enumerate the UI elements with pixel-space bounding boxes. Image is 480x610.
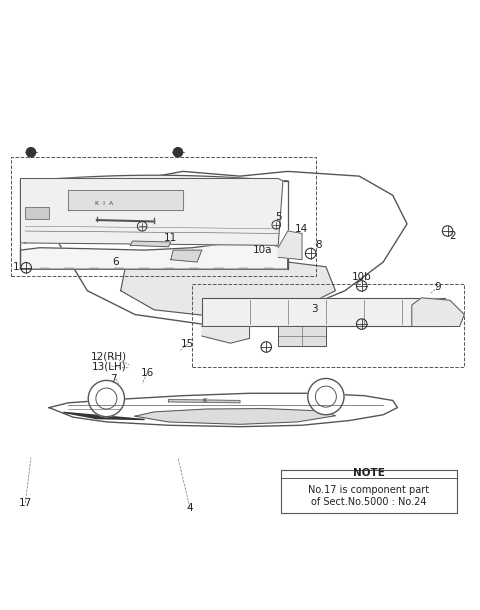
Text: 11: 11: [164, 233, 178, 243]
Text: 1: 1: [12, 262, 19, 272]
Bar: [11, 157, 316, 276]
Text: K: K: [202, 398, 206, 403]
Polygon shape: [130, 241, 171, 247]
Text: 14: 14: [294, 224, 308, 234]
Polygon shape: [171, 250, 202, 262]
Polygon shape: [21, 243, 288, 269]
Text: 8: 8: [315, 240, 322, 250]
Text: 3: 3: [311, 304, 317, 314]
Polygon shape: [135, 409, 336, 425]
Polygon shape: [168, 400, 240, 403]
Text: 17: 17: [19, 498, 32, 508]
Bar: [192, 284, 464, 367]
Text: No.17 is component part
of Sect.No.5000 : No.24: No.17 is component part of Sect.No.5000 …: [308, 485, 430, 507]
Circle shape: [88, 381, 124, 417]
Polygon shape: [21, 179, 283, 245]
Bar: [25, 207, 49, 219]
Text: 10b: 10b: [352, 272, 372, 282]
Text: K  I  A: K I A: [95, 201, 113, 206]
Text: 13(LH): 13(LH): [91, 361, 126, 371]
Circle shape: [308, 378, 344, 415]
Text: 10a: 10a: [253, 245, 273, 255]
Text: 7: 7: [110, 374, 117, 384]
Text: 6: 6: [113, 257, 119, 267]
Polygon shape: [278, 326, 326, 345]
Polygon shape: [63, 412, 144, 420]
Polygon shape: [278, 231, 302, 260]
Polygon shape: [202, 326, 250, 343]
Polygon shape: [120, 262, 336, 319]
Circle shape: [173, 148, 183, 157]
Text: 4: 4: [187, 503, 193, 513]
Text: 9: 9: [435, 282, 441, 292]
Bar: [281, 470, 457, 512]
Text: NOTE: NOTE: [353, 468, 385, 478]
Text: 5: 5: [275, 212, 281, 221]
Circle shape: [26, 148, 36, 157]
Polygon shape: [49, 393, 397, 426]
Text: 12(RH): 12(RH): [91, 351, 127, 362]
Polygon shape: [68, 190, 183, 210]
Polygon shape: [59, 171, 407, 324]
Text: 15: 15: [181, 339, 194, 349]
Text: 2: 2: [449, 231, 456, 241]
Polygon shape: [412, 298, 464, 326]
Polygon shape: [202, 298, 445, 326]
Text: 16: 16: [140, 368, 154, 378]
